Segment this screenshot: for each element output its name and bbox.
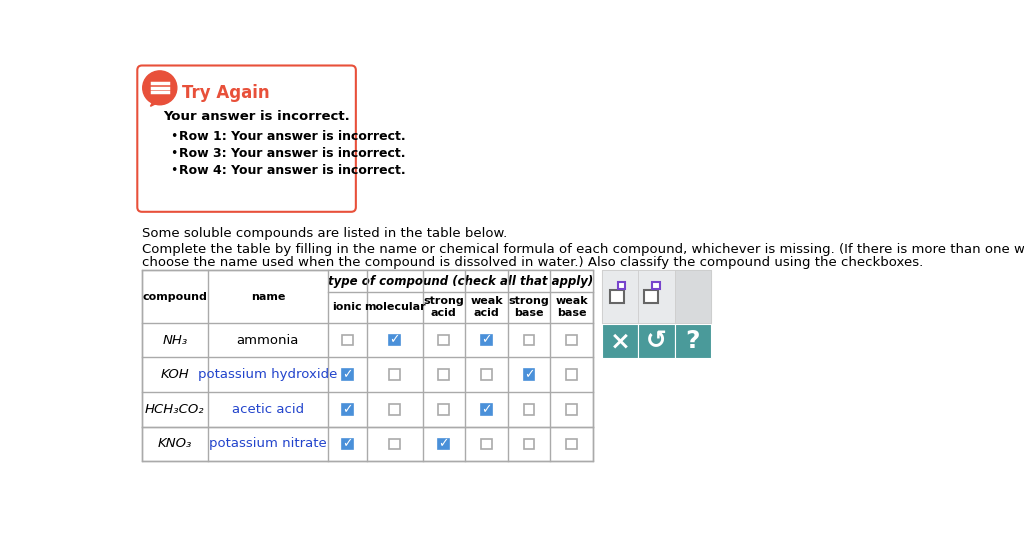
Bar [438, 404, 450, 415]
Text: weak
acid: weak acid [470, 296, 503, 318]
Bar [523, 404, 535, 415]
Bar [438, 369, 450, 380]
Bar [481, 335, 492, 345]
Bar [523, 369, 535, 380]
Text: potassium hydroxide: potassium hydroxide [199, 368, 338, 381]
Text: •: • [170, 147, 177, 160]
Text: type of compound (check all that apply): type of compound (check all that apply) [328, 274, 593, 288]
Bar [342, 369, 352, 380]
Bar [523, 439, 535, 449]
Bar [481, 369, 492, 380]
Text: Row 3: Your answer is incorrect.: Row 3: Your answer is incorrect. [179, 147, 406, 160]
Bar [639, 324, 675, 358]
Text: potassium nitrate: potassium nitrate [209, 438, 327, 450]
Text: ?: ? [685, 329, 700, 353]
Bar [566, 404, 578, 415]
Text: Row 4: Your answer is incorrect.: Row 4: Your answer is incorrect. [179, 164, 406, 177]
Bar [644, 289, 658, 303]
Text: HCH₃CO₂: HCH₃CO₂ [145, 403, 205, 416]
Bar [675, 270, 711, 322]
Text: compound: compound [142, 292, 207, 302]
Text: ✓: ✓ [342, 368, 352, 381]
Bar [342, 404, 352, 415]
Text: ✓: ✓ [481, 403, 492, 416]
Text: ammonia: ammonia [237, 334, 299, 346]
Text: ↺: ↺ [646, 329, 667, 353]
Text: strong
base: strong base [509, 296, 550, 318]
Polygon shape [151, 100, 160, 106]
Text: ✓: ✓ [342, 403, 352, 416]
Bar [602, 270, 639, 322]
Bar [566, 439, 578, 449]
FancyBboxPatch shape [137, 66, 356, 212]
Bar [566, 369, 578, 380]
Bar [389, 335, 400, 345]
Text: ionic: ionic [333, 302, 362, 312]
Text: Row 1: Your answer is incorrect.: Row 1: Your answer is incorrect. [179, 130, 406, 143]
Text: ✓: ✓ [389, 334, 399, 346]
Bar [389, 369, 400, 380]
Text: choose the name used when the compound is dissolved in water.) Also classify the: choose the name used when the compound i… [142, 256, 924, 269]
Text: Complete the table by filling in the name or chemical formula of each compound, : Complete the table by filling in the nam… [142, 243, 1024, 256]
Bar [652, 282, 659, 289]
Bar [609, 289, 624, 303]
Text: weak
base: weak base [555, 296, 588, 318]
Text: •: • [170, 164, 177, 177]
Text: ×: × [610, 329, 631, 353]
Text: ✓: ✓ [524, 368, 535, 381]
Bar [142, 270, 593, 461]
Text: strong
acid: strong acid [424, 296, 464, 318]
Bar [438, 439, 450, 449]
Bar [566, 335, 578, 345]
Text: KNO₃: KNO₃ [158, 438, 193, 450]
Bar [675, 324, 711, 358]
Text: ✓: ✓ [342, 438, 352, 450]
Text: •: • [170, 130, 177, 143]
Text: molecular: molecular [364, 302, 425, 312]
Text: NH₃: NH₃ [162, 334, 187, 346]
Bar [602, 324, 639, 358]
Text: ✓: ✓ [438, 438, 450, 450]
Bar [523, 335, 535, 345]
Bar [481, 439, 492, 449]
Bar [639, 270, 675, 322]
Text: name: name [251, 292, 285, 302]
Text: Your answer is incorrect.: Your answer is incorrect. [164, 110, 350, 123]
Bar [389, 439, 400, 449]
Text: Try Again: Try Again [182, 84, 270, 102]
Text: acetic acid: acetic acid [231, 403, 304, 416]
Bar [342, 335, 352, 345]
Text: KOH: KOH [161, 368, 189, 381]
Text: Some soluble compounds are listed in the table below.: Some soluble compounds are listed in the… [142, 227, 507, 240]
Bar [342, 439, 352, 449]
Bar [438, 335, 450, 345]
Bar [481, 404, 492, 415]
Bar [602, 270, 711, 322]
Circle shape [142, 71, 177, 105]
Text: ✓: ✓ [481, 334, 492, 346]
Bar [389, 404, 400, 415]
Bar [617, 282, 626, 289]
Bar [328, 270, 593, 292]
